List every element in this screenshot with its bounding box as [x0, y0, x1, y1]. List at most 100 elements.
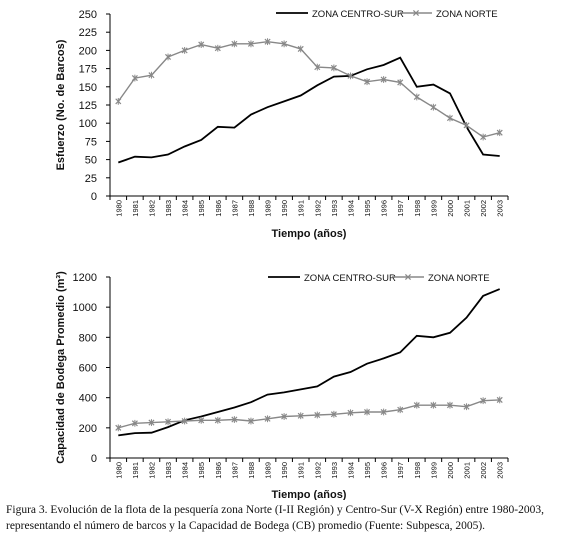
x-tick-label: 2000 [446, 462, 455, 479]
x-tick-label: 1998 [413, 462, 422, 479]
data-point-norte [380, 408, 387, 416]
y-tick-label: 0 [91, 191, 97, 203]
data-point-norte [364, 78, 371, 86]
x-tick-label: 1983 [164, 462, 173, 479]
data-point-norte [463, 121, 470, 129]
data-point-norte [430, 103, 437, 111]
x-tick-label: 1987 [230, 462, 239, 479]
y-tick-label: 75 [85, 136, 97, 148]
y-axis-label: Capacidad de Bodega Promedio (m³) [55, 271, 67, 464]
data-point-norte [397, 79, 404, 86]
data-point-norte [198, 41, 205, 48]
x-tick-label: 1998 [413, 200, 422, 217]
data-point-norte [214, 416, 221, 424]
x-tick-label: 1981 [131, 200, 140, 217]
data-point-norte [214, 44, 221, 52]
x-tick-label: 1999 [429, 462, 438, 479]
x-tick-label: 1983 [164, 200, 173, 217]
x-tick-label: 1984 [181, 200, 190, 217]
x-tick-label: 1980 [114, 462, 123, 479]
data-point-norte [131, 419, 138, 427]
x-tick-label: 1980 [114, 200, 123, 217]
data-point-norte [281, 413, 288, 420]
x-tick-label: 2002 [479, 462, 488, 479]
x-axis-label: Tiempo (años) [272, 228, 347, 240]
legend-label: ZONA CENTRO-SUR [304, 273, 396, 284]
series-line-centro-sur [118, 56, 500, 164]
x-tick-label: 1984 [181, 462, 190, 479]
data-point-norte [347, 409, 354, 417]
data-point-norte [314, 63, 321, 71]
x-tick-label: 1994 [346, 462, 355, 479]
x-tick-label: 1995 [363, 462, 372, 479]
data-point-norte [231, 416, 238, 423]
x-tick-label: 1999 [429, 200, 438, 217]
x-tick-label: 1988 [247, 200, 256, 217]
data-point-norte [264, 415, 271, 423]
data-point-norte [148, 71, 155, 79]
x-tick-label: 1991 [297, 462, 306, 479]
x-tick-label: 1985 [197, 200, 206, 217]
series-line-norte [117, 40, 500, 138]
series-line-norte [118, 399, 500, 429]
x-tick-label: 1994 [346, 200, 355, 217]
y-tick-label: 0 [91, 453, 97, 465]
x-axis-label: Tiempo (años) [272, 489, 347, 500]
y-tick-label: 125 [79, 100, 97, 112]
y-tick-label: 250 [79, 9, 97, 21]
x-tick-label: 1988 [247, 462, 256, 479]
legend-entry-centro-sur: ZONA CENTRO-SUR [276, 9, 404, 20]
x-tick-label: 1989 [264, 462, 273, 479]
x-tick-label: 1986 [214, 200, 223, 217]
data-point-norte [297, 412, 304, 420]
y-tick-label: 600 [79, 363, 97, 375]
data-point-norte [446, 114, 453, 122]
data-point-norte [496, 129, 503, 137]
charts-canvas: 0 25 50 75 100 125 150 175 200 225 250 1980 1981 1982… [55, 9, 509, 500]
legend-entry-centro-sur: ZONA CENTRO-SUR [268, 273, 396, 284]
data-point-norte [181, 417, 188, 425]
y-axis-label: Esfuerzo (No. de Barcos) [55, 39, 67, 170]
y-tick-label: 200 [79, 423, 97, 435]
data-point-norte [380, 76, 387, 83]
x-tick-label: 1992 [313, 200, 322, 217]
data-point-norte [115, 97, 122, 105]
y-tick-label: 225 [79, 27, 97, 39]
data-point-norte [463, 403, 470, 411]
x-tick-label: 1991 [297, 200, 306, 217]
data-point-norte [364, 408, 371, 416]
data-point-norte [413, 93, 420, 101]
legend-entry-norte: ZONA NORTE [392, 273, 490, 284]
x-tick-label: 1989 [264, 200, 273, 217]
data-point-norte [181, 47, 188, 54]
data-point-norte [347, 72, 354, 80]
x-tick-label: 1995 [363, 200, 372, 217]
y-tick-label: 1000 [73, 302, 97, 314]
data-point-norte [247, 40, 254, 48]
legend-label: ZONA CENTRO-SUR [312, 9, 404, 20]
data-point-norte [231, 40, 238, 48]
y-tick-label: 100 [79, 118, 97, 130]
data-point-norte [314, 411, 321, 419]
y-tick-label: 1200 [73, 272, 97, 284]
data-point-norte [430, 401, 437, 409]
y-tick-label: 800 [79, 332, 97, 344]
x-tick-label: 2003 [496, 200, 505, 217]
x-tick-label: 1992 [313, 462, 322, 479]
data-point-norte [131, 74, 138, 82]
x-tick-label: 1985 [197, 462, 206, 479]
x-tick-label: 1987 [230, 200, 239, 217]
y-tick-label: 50 [85, 155, 97, 167]
data-point-norte [297, 45, 304, 53]
data-point-norte [330, 64, 337, 72]
data-point-norte [148, 419, 155, 426]
data-point-norte [198, 416, 205, 424]
data-point-norte [446, 401, 453, 409]
x-tick-label: 1982 [147, 462, 156, 479]
x-tick-label: 1982 [147, 200, 156, 217]
x-tick-label: 1996 [380, 462, 389, 479]
legend-label: ZONA NORTE [428, 273, 490, 284]
x-tick-label: 2001 [463, 200, 472, 217]
data-point-norte [413, 401, 420, 409]
figure-caption: Figura 3. Evolución de la flota de la pe… [6, 504, 545, 532]
